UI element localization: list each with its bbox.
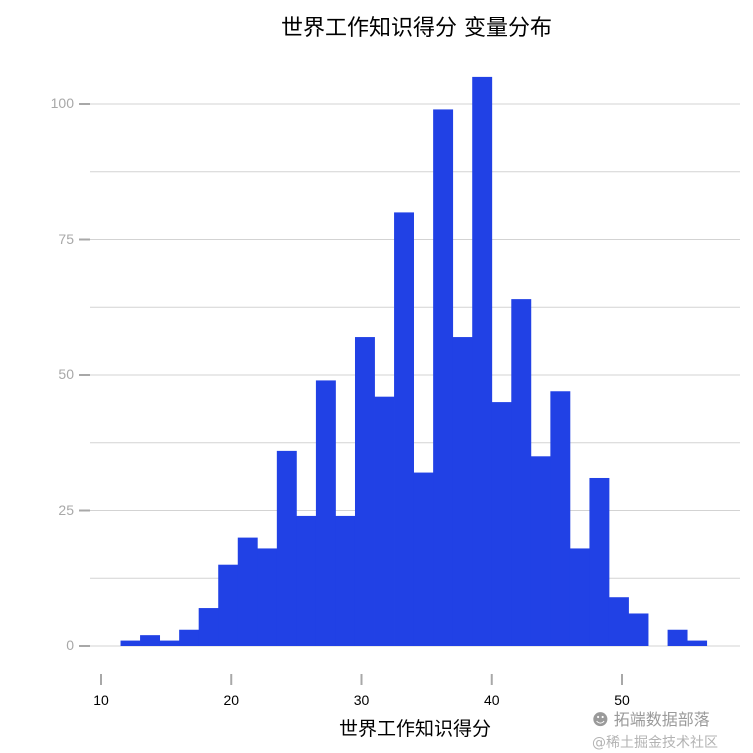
histogram-bar: [374, 396, 395, 646]
watermark: ☻ 拓端数据部落 @稀土掘金技术社区: [592, 706, 718, 752]
histogram-bar: [315, 380, 336, 646]
y-tick-label: 50: [58, 366, 74, 382]
histogram-bar: [491, 402, 512, 646]
histogram-bar: [550, 391, 571, 646]
histogram-bar: [159, 640, 180, 646]
histogram-bar: [296, 515, 317, 646]
x-tick-label: 30: [353, 692, 370, 708]
histogram-bar: [198, 608, 219, 646]
histogram-bar: [179, 629, 200, 646]
x-tick-label: 20: [223, 692, 240, 708]
histogram-bar: [433, 109, 454, 647]
y-tick-label: 100: [50, 95, 74, 111]
histogram-bar: [120, 640, 141, 646]
histogram-bar: [276, 450, 297, 646]
histogram-bars: [120, 76, 708, 647]
x-tick-label: 50: [614, 692, 630, 708]
histogram-bar: [608, 597, 629, 646]
histogram-bar: [413, 472, 434, 646]
histogram-bar: [335, 515, 356, 646]
histogram-bar: [140, 635, 161, 646]
histogram-bar: [667, 629, 688, 646]
histogram-bar: [569, 548, 590, 646]
wechat-icon: ☻: [592, 710, 609, 729]
y-tick-label: 0: [66, 637, 74, 653]
histogram-bar: [628, 613, 649, 646]
y-tick-label: 25: [58, 501, 74, 518]
chart-title: 世界工作知识得分 变量分布: [281, 16, 552, 41]
histogram-bar: [354, 337, 375, 646]
y-tick-label: 75: [58, 230, 74, 247]
histogram-bar: [530, 456, 551, 646]
histogram-bar: [687, 640, 708, 646]
histogram-bar: [257, 548, 278, 646]
axis-ticks: [100, 674, 623, 685]
histogram-bar: [472, 76, 493, 646]
histogram-bar: [218, 564, 239, 646]
watermark-line2: @稀土掘金技术社区: [592, 735, 718, 751]
histogram-bar: [452, 337, 473, 646]
histogram-bar: [237, 537, 258, 646]
watermark-line1: 拓端数据部落: [613, 710, 710, 729]
histogram-bar: [589, 477, 610, 646]
x-tick-label: 40: [483, 692, 500, 708]
x-tick-label: 10: [93, 692, 109, 708]
x-axis-title: 世界工作知识得分: [338, 718, 491, 740]
histogram-bar: [394, 212, 414, 646]
histogram-bar: [511, 299, 532, 646]
